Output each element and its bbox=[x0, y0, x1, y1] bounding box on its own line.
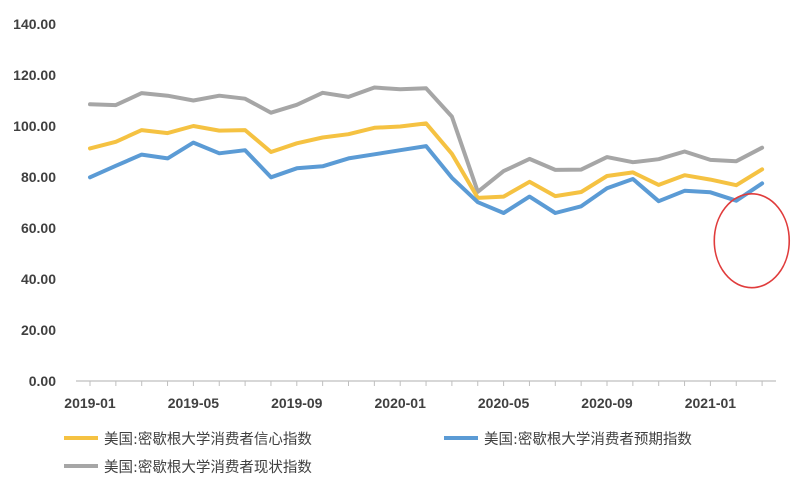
series-line-1 bbox=[88, 121, 765, 200]
y-tick-label: 20.00 bbox=[21, 322, 56, 338]
line-chart: 0.00 20.00 40.00 60.00 80.00 100.00 120.00 140.… bbox=[13, 16, 791, 411]
x-tick-label: 2019-05 bbox=[168, 395, 220, 411]
legend-swatch-expectations bbox=[444, 436, 478, 440]
series-group bbox=[88, 85, 765, 215]
y-tick-label: 120.00 bbox=[13, 67, 56, 83]
y-tick-label: 40.00 bbox=[21, 271, 56, 287]
annotation-ellipse bbox=[713, 193, 791, 289]
y-axis: 0.00 20.00 40.00 60.00 80.00 100.00 120.00 140.… bbox=[13, 16, 56, 389]
legend: 美国:密歇根大学消费者信心指数 美国:密歇根大学消费者预期指数 美国:密歇根大学… bbox=[40, 422, 800, 488]
x-tick-label: 2021-01 bbox=[685, 395, 737, 411]
y-tick-label: 100.00 bbox=[13, 118, 56, 134]
x-tick-label: 2020-05 bbox=[478, 395, 530, 411]
legend-swatch-confidence bbox=[64, 436, 98, 440]
x-tick-label: 2019-01 bbox=[64, 395, 116, 411]
legend-label-confidence: 美国:密歇根大学消费者信心指数 bbox=[104, 431, 312, 448]
x-axis: 2019-01 2019-05 2019-09 2020-01 2020-05 2020-… bbox=[64, 380, 776, 411]
legend-swatch-current bbox=[64, 464, 98, 468]
series-line-0 bbox=[88, 85, 765, 194]
x-tick-label: 2020-01 bbox=[375, 395, 427, 411]
series-line-2 bbox=[88, 140, 765, 215]
annotations bbox=[713, 193, 791, 289]
legend-label-current: 美国:密歇根大学消费者现状指数 bbox=[104, 459, 312, 476]
legend-label-expectations: 美国:密歇根大学消费者预期指数 bbox=[484, 431, 692, 448]
y-tick-label: 0.00 bbox=[29, 373, 56, 389]
legend-item-current: 美国:密歇根大学消费者现状指数 bbox=[64, 454, 312, 478]
x-tick-label: 2020-09 bbox=[581, 395, 633, 411]
y-tick-label: 80.00 bbox=[21, 169, 56, 185]
legend-item-expectations: 美国:密歇根大学消费者预期指数 bbox=[444, 426, 692, 450]
y-tick-label: 60.00 bbox=[21, 220, 56, 236]
y-tick-label: 140.00 bbox=[13, 16, 56, 32]
legend-item-confidence: 美国:密歇根大学消费者信心指数 bbox=[64, 426, 312, 450]
x-tick-label: 2019-09 bbox=[271, 395, 323, 411]
